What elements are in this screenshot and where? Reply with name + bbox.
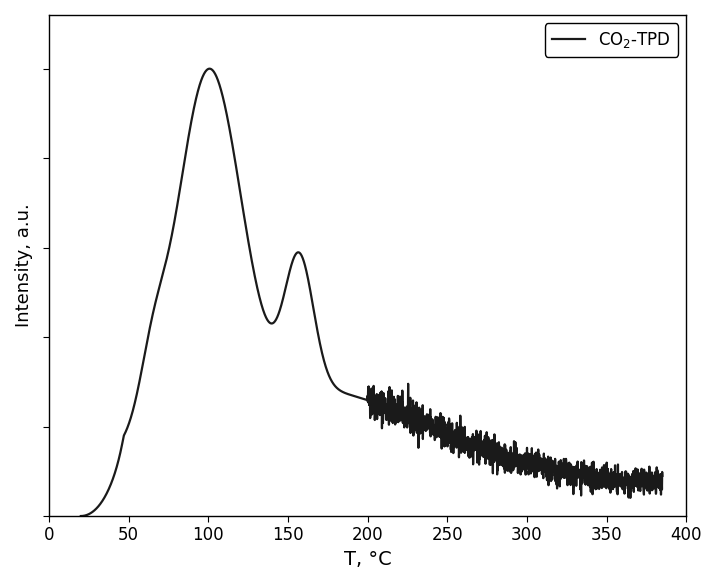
X-axis label: T, °C: T, °C: [343, 550, 391, 569]
Legend: CO$_2$-TPD: CO$_2$-TPD: [545, 23, 678, 57]
Y-axis label: Intensity, a.u.: Intensity, a.u.: [15, 204, 33, 328]
